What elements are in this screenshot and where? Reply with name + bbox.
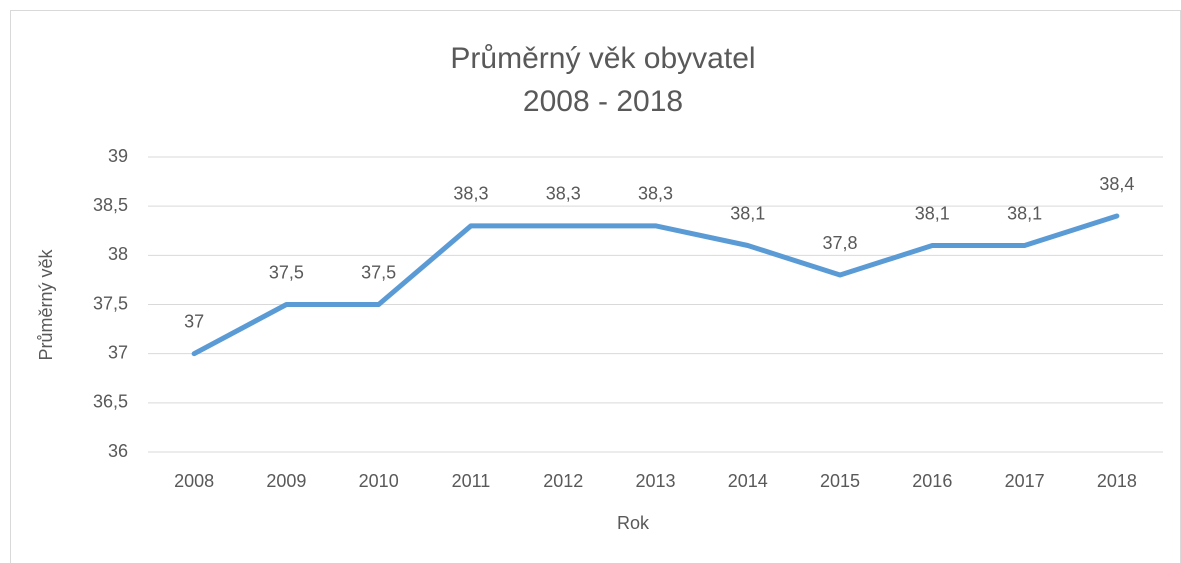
y-tick-label: 36,5: [93, 392, 128, 412]
x-tick-label: 2018: [1097, 471, 1137, 491]
data-label: 37,5: [269, 262, 304, 282]
data-label: 38,1: [915, 203, 950, 223]
chart-subtitle: 2008 - 2018: [523, 85, 683, 118]
line: [191, 213, 1120, 357]
data-label: 38,4: [1099, 174, 1134, 194]
x-tick-label: 2017: [1005, 471, 1045, 491]
x-tick-label: 2009: [266, 471, 306, 491]
y-axis-label: Průměrný věk: [36, 248, 56, 360]
chart-title: Průměrný věk obyvatel: [450, 42, 755, 75]
x-tick-label: 2016: [912, 471, 952, 491]
y-tick-label: 39: [108, 146, 128, 166]
data-label: 38,1: [1007, 203, 1042, 223]
data-label: 38,3: [453, 184, 488, 204]
x-tick-label: 2015: [820, 471, 860, 491]
y-tick-label: 36: [108, 441, 128, 461]
y-tick-label: 38: [108, 244, 128, 264]
data-label: 37,5: [361, 262, 396, 282]
data-label: 38,3: [546, 184, 581, 204]
x-tick-label: 2014: [728, 471, 768, 491]
y-tick-label: 37,5: [93, 293, 128, 313]
y-tick-label: 38,5: [93, 195, 128, 215]
data-label: 37: [184, 311, 204, 331]
x-tick-label: 2008: [174, 471, 214, 491]
x-tick-label: 2012: [543, 471, 583, 491]
data-label: 37,8: [823, 233, 858, 253]
x-tick-label: 2013: [635, 471, 675, 491]
x-tick-label: 2010: [359, 471, 399, 491]
chart-frame: [10, 10, 1181, 563]
x-axis-label: Rok: [617, 513, 650, 533]
data-label: 38,3: [638, 184, 673, 204]
data-label: 38,1: [730, 203, 765, 223]
y-tick-label: 37: [108, 342, 128, 362]
x-tick-label: 2011: [452, 471, 491, 491]
